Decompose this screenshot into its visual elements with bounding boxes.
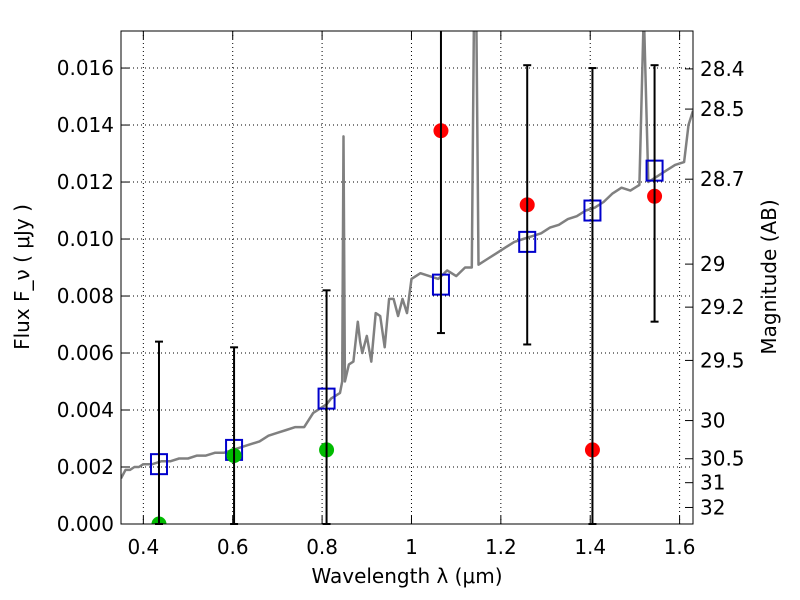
right-tick-label: 31	[700, 471, 725, 495]
right-tick-label: 30.5	[700, 447, 745, 471]
y-tick-label: 0.014	[57, 113, 114, 137]
right-tick-label: 29.5	[700, 348, 745, 372]
right-tick-label: 32	[700, 495, 725, 519]
right-tick-label: 28.5	[700, 97, 745, 121]
y-tick-label: 0.004	[57, 398, 114, 422]
right-tick-label: 29	[700, 252, 725, 276]
x-tick-label: 1.6	[664, 535, 696, 559]
x-tick-label: 1	[405, 535, 418, 559]
right-axis-label: Magnitude (AB)	[757, 199, 781, 354]
x-tick-label: 0.4	[127, 535, 159, 559]
x-tick-label: 0.8	[306, 535, 338, 559]
error-bars	[154, 31, 659, 525]
template-spectrum-line	[121, 31, 693, 479]
y-axis-label: Flux F_ν ( μJy )	[10, 204, 34, 350]
y-tick-label: 0.002	[57, 455, 114, 479]
plot-background	[121, 31, 693, 524]
y-tick-label: 0.000	[57, 512, 114, 536]
x-tick-label: 0.6	[217, 535, 249, 559]
y-tick-label: 0.008	[57, 284, 114, 308]
right-tick-label: 28.7	[700, 167, 745, 191]
right-tick-label: 28.4	[700, 57, 745, 81]
x-tick-label: 1.2	[485, 535, 517, 559]
x-axis-label: Wavelength λ (μm)	[311, 564, 502, 588]
y-tick-label: 0.016	[57, 56, 114, 80]
right-tick-label: 30	[700, 409, 725, 433]
axes: 0.4 0.6 0.8 1 1.2 1.4 1.6 0.000 0.002 0.004 0.006 0…	[57, 31, 745, 559]
y-tick-label: 0.012	[57, 170, 114, 194]
y-tick-label: 0.006	[57, 341, 114, 365]
plot-frame	[120, 30, 694, 525]
y-tick-label: 0.010	[57, 227, 114, 251]
x-tick-label: 1.4	[574, 535, 606, 559]
right-tick-label: 29.2	[700, 295, 745, 319]
